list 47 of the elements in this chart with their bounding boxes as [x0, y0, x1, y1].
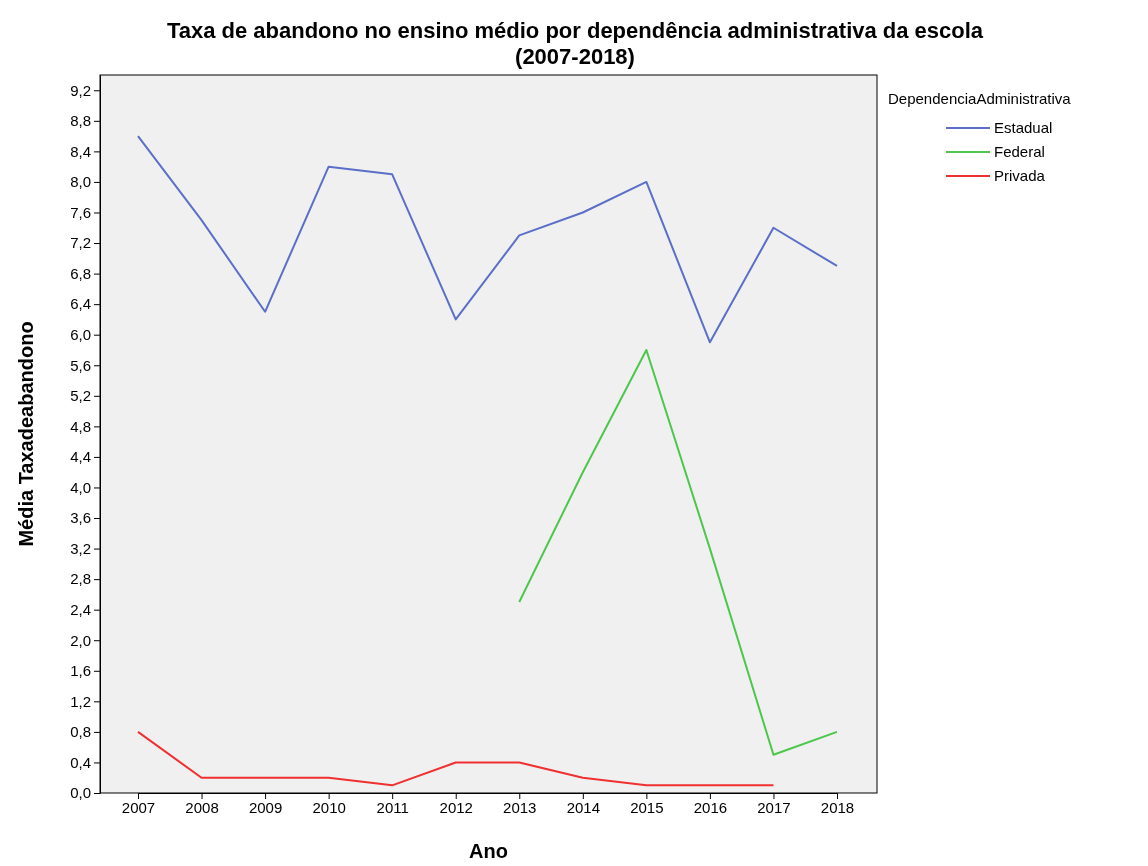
y-tick-label: 2,8: [70, 570, 91, 588]
legend-title: DependenciaAdministrativa: [888, 90, 1072, 107]
line-series: [518, 348, 838, 756]
x-tick-label: 2015: [630, 798, 664, 816]
x-tick-label: 2013: [503, 798, 537, 816]
x-tick-label: 2018: [820, 798, 855, 816]
legend-label: Estadual: [994, 119, 1053, 136]
y-tick-label: 7,2: [70, 234, 91, 252]
legend-label: Privada: [994, 167, 1046, 184]
y-tick-label: 0,4: [70, 753, 91, 771]
y-tick-label: 4,4: [70, 448, 91, 466]
x-axis-title: Ano: [469, 840, 508, 862]
y-tick-label: 4,0: [70, 478, 91, 496]
y-tick-label: 5,2: [70, 387, 91, 405]
y-tick-label: 4,8: [70, 417, 91, 435]
y-axis-title: Média Taxadeabandono: [15, 321, 37, 547]
y-tick-label: 9,2: [70, 81, 91, 99]
line-series: [137, 730, 775, 787]
x-tick-label: 2008: [185, 798, 219, 816]
y-tick-label: 0,0: [70, 784, 91, 802]
x-tick-label: 2016: [693, 798, 728, 816]
y-tick-label: 3,6: [70, 509, 91, 527]
y-tick-label: 3,2: [70, 539, 91, 557]
y-tick-label: 8,4: [70, 142, 91, 160]
y-tick-label: 1,2: [70, 692, 91, 710]
x-tick-label: 2009: [248, 798, 283, 816]
x-tick-label: 2011: [376, 798, 409, 816]
y-tick-label: 6,0: [70, 326, 91, 343]
y-tick-label: 0,8: [70, 723, 91, 741]
y-tick-label: 6,4: [70, 295, 91, 313]
chart-subtitle: (2007-2018): [515, 44, 635, 69]
x-tick-label: 2007: [121, 798, 156, 816]
x-tick-label: 2017: [757, 798, 791, 816]
y-tick-label: 7,6: [70, 203, 91, 221]
chart-title: Taxa de abandono no ensino médio por dependência administrativa da escola: [166, 18, 984, 43]
y-tick-label: 8,8: [70, 112, 91, 130]
y-tick-label: 5,6: [70, 356, 91, 374]
x-tick-label: 2010: [312, 798, 346, 816]
y-tick-label: 1,6: [70, 662, 91, 680]
x-tick-label: 2014: [566, 798, 601, 816]
legend-label: Federal: [994, 143, 1045, 160]
x-tick-label: 2012: [439, 798, 473, 816]
y-tick-label: 6,8: [70, 264, 91, 282]
y-tick-label: 8,0: [70, 173, 91, 191]
y-tick-label: 2,4: [70, 600, 91, 618]
line-series: [137, 135, 838, 344]
y-tick-label: 2,0: [70, 631, 91, 649]
